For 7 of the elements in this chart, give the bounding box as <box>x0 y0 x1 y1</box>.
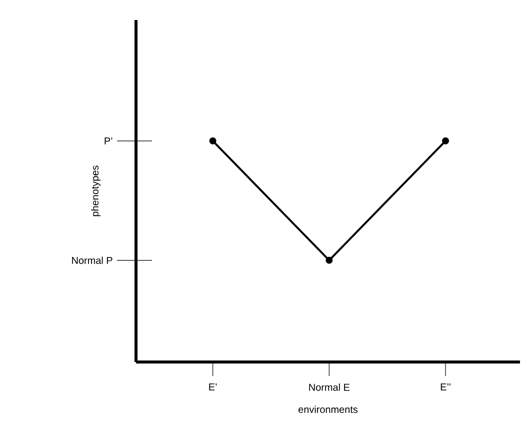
x-tick-label: E’ <box>209 384 217 390</box>
ref-line-label: P’ <box>104 137 112 144</box>
x-axis-title: environments <box>298 406 358 413</box>
x-tick-label: Normal E <box>309 384 350 391</box>
y-axis-title: phenotypes <box>91 166 100 216</box>
x-tick-label: E’’ <box>440 384 450 390</box>
ref-line-label: Normal P <box>72 256 112 264</box>
